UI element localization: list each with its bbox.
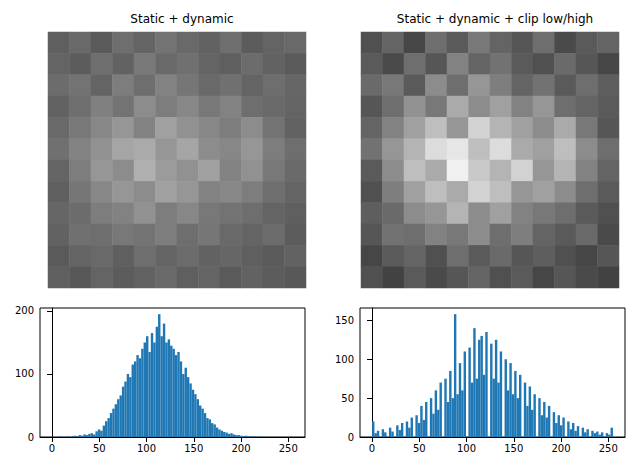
svg-text:200: 200 bbox=[231, 443, 250, 454]
svg-text:0: 0 bbox=[28, 432, 34, 443]
svg-text:100: 100 bbox=[457, 443, 476, 454]
svg-text:0: 0 bbox=[369, 443, 375, 454]
svg-text:100: 100 bbox=[335, 354, 354, 365]
svg-text:50: 50 bbox=[413, 443, 426, 454]
svg-text:200: 200 bbox=[15, 305, 34, 316]
svg-text:Static + dynamic + clip low/hi: Static + dynamic + clip low/high bbox=[397, 12, 593, 26]
svg-text:150: 150 bbox=[184, 443, 203, 454]
svg-text:250: 250 bbox=[599, 443, 618, 454]
svg-text:100: 100 bbox=[15, 368, 34, 379]
svg-text:150: 150 bbox=[335, 315, 354, 326]
svg-text:250: 250 bbox=[279, 443, 298, 454]
svg-text:0: 0 bbox=[49, 443, 55, 454]
svg-text:50: 50 bbox=[341, 393, 354, 404]
svg-text:200: 200 bbox=[551, 443, 570, 454]
svg-text:150: 150 bbox=[504, 443, 523, 454]
svg-text:0: 0 bbox=[348, 432, 354, 443]
svg-text:50: 50 bbox=[93, 443, 106, 454]
svg-text:Static + dynamic: Static + dynamic bbox=[130, 12, 233, 26]
svg-text:100: 100 bbox=[137, 443, 156, 454]
